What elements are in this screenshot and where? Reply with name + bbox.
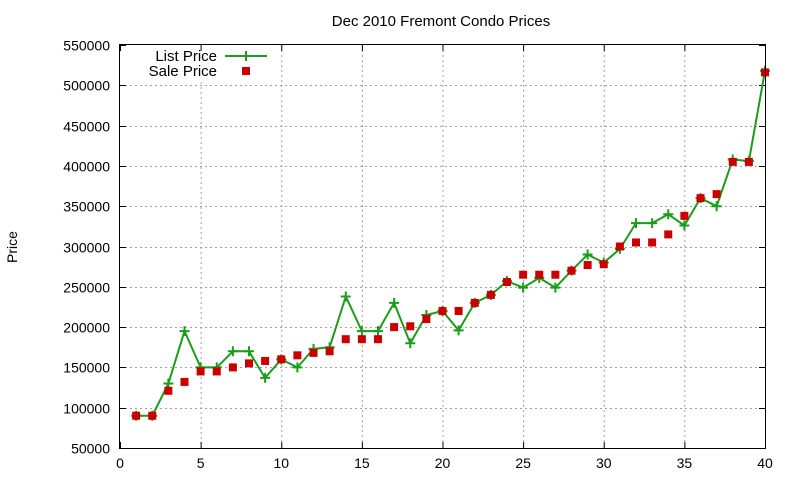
y-tick-label: 450000 <box>63 119 110 135</box>
sale-price-point <box>648 238 657 247</box>
x-tick-label: 35 <box>677 455 693 471</box>
sale-price-point <box>325 347 334 356</box>
series-layer <box>131 65 770 421</box>
sale-price-point <box>680 211 689 220</box>
gridlines <box>120 45 765 448</box>
y-tick-label: 150000 <box>63 360 110 376</box>
sale-price-point <box>309 348 318 357</box>
y-axis-label: Price <box>4 231 20 263</box>
sale-price-point <box>438 306 447 315</box>
x-tick-label: 30 <box>596 455 612 471</box>
sale-price-point <box>567 266 576 275</box>
list-price-point <box>518 282 529 293</box>
legend-entry-list-price: List Price <box>155 48 217 65</box>
x-tick-label: 10 <box>273 455 289 471</box>
list-price-point <box>356 326 367 337</box>
sale-price-point <box>228 363 237 372</box>
x-tick-label: 15 <box>354 455 370 471</box>
x-tick-label: 5 <box>197 455 205 471</box>
list-price-point <box>647 218 658 229</box>
legend-marker-list-price <box>241 51 251 61</box>
sale-price-point <box>357 335 366 344</box>
sale-price-point <box>728 157 737 166</box>
list-price-point <box>631 218 641 229</box>
y-tick-label: 350000 <box>63 199 110 215</box>
sale-price-point <box>519 270 528 279</box>
list-price-point <box>244 346 254 357</box>
sale-price-point <box>470 298 479 307</box>
sale-price-point <box>293 351 302 360</box>
x-tick-label: 25 <box>515 455 531 471</box>
sale-price-point <box>180 377 189 386</box>
list-price-point <box>582 249 593 260</box>
sale-price-point <box>164 386 173 395</box>
sale-price-point <box>599 260 608 269</box>
plot-frame <box>119 44 766 449</box>
x-tick-label: 0 <box>116 455 124 471</box>
list-price-point <box>179 326 190 337</box>
sale-price-point <box>261 356 270 365</box>
list-price-point <box>550 282 561 293</box>
y-tick-label: 100000 <box>63 401 110 417</box>
sale-price-point <box>406 322 415 331</box>
sale-price-point <box>712 190 721 199</box>
legend: List Price Sale Price <box>149 48 267 80</box>
list-price-point <box>389 297 400 308</box>
sale-price-point <box>132 411 141 420</box>
chart-title: Dec 2010 Fremont Condo Prices <box>332 13 550 30</box>
list-price-point <box>260 372 271 383</box>
y-tick-label: 400000 <box>63 159 110 175</box>
sale-price-point <box>632 238 640 247</box>
sale-price-point <box>551 270 560 279</box>
list-price-point <box>405 338 416 349</box>
sale-price-point <box>422 315 431 324</box>
y-tick-label: 50000 <box>71 441 110 457</box>
sale-price-point <box>535 270 544 279</box>
sale-price-point <box>374 335 382 344</box>
list-price-point <box>711 201 722 212</box>
y-tick-label: 300000 <box>63 240 110 256</box>
y-tick-label: 250000 <box>63 280 110 296</box>
y-tick-label: 500000 <box>63 78 110 94</box>
list-price-point <box>663 209 674 220</box>
sale-price-point <box>615 242 624 251</box>
list-price-point <box>227 346 238 357</box>
y-tick-label: 200000 <box>63 320 110 336</box>
sale-price-point <box>454 306 463 315</box>
sale-price-point <box>277 355 286 364</box>
series-line-list-price <box>136 70 766 417</box>
list-price-point <box>679 220 690 231</box>
list-price-point <box>340 291 351 302</box>
list-price-point <box>373 326 383 337</box>
sale-price-point <box>503 277 511 286</box>
sale-price-point <box>341 335 350 344</box>
sale-price-point <box>664 230 673 239</box>
sale-price-point <box>583 261 592 270</box>
axis-ticks: 0 5 10 15 20 25 30 35 40 50000 100000 150000 200000 2… <box>63 38 773 472</box>
sale-price-point <box>696 194 705 203</box>
sale-price-point <box>196 367 205 376</box>
legend-entry-sale-price: Sale Price <box>149 63 217 80</box>
x-tick-label: 40 <box>757 455 773 471</box>
legend-marker-sale-price <box>242 67 250 75</box>
sale-price-point <box>744 157 753 166</box>
sale-price-point <box>486 290 495 299</box>
x-tick-label: 20 <box>435 455 451 471</box>
sale-price-point <box>390 323 399 332</box>
y-tick-label: 550000 <box>63 38 110 54</box>
sale-price-point <box>148 411 157 420</box>
list-price-point <box>292 362 303 373</box>
sale-price-point <box>245 359 253 368</box>
list-price-point <box>453 325 464 336</box>
sale-price-point <box>212 367 221 376</box>
